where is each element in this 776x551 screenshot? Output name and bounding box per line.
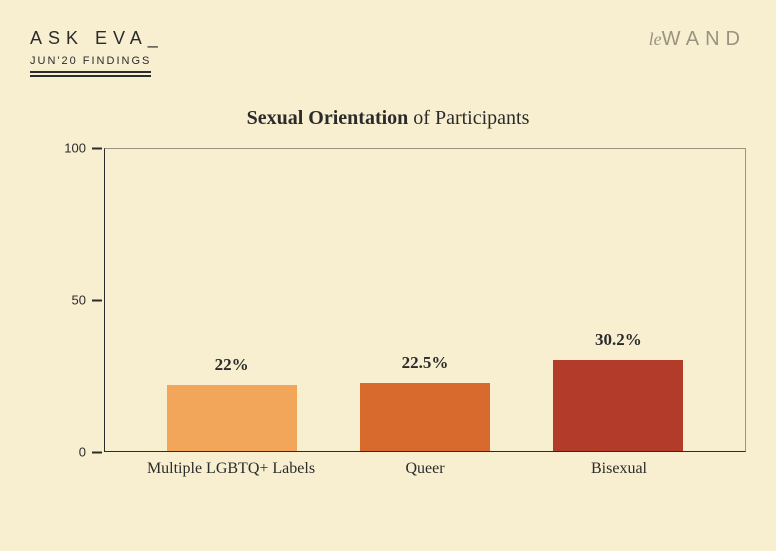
x-axis-label: Multiple LGBTQ+ Labels [134, 452, 328, 488]
brand-right-italic: le [649, 29, 662, 49]
y-tick: 100 [60, 141, 102, 156]
y-tick-mark [92, 451, 102, 453]
y-tick-label: 100 [60, 141, 86, 156]
bar-value-label: 30.2% [595, 330, 642, 350]
brand-right-wide: WAND [662, 28, 746, 50]
bars-container: 22% 22.5% 30.2% [105, 149, 745, 451]
brand-right: leWAND [649, 28, 746, 51]
x-axis-label: Queer [328, 452, 522, 488]
bar [167, 385, 297, 451]
y-tick: 50 [60, 293, 102, 308]
chart-title: Sexual Orientation of Participants [30, 107, 746, 130]
bar-column: 22.5% [328, 149, 521, 451]
brand-left: ASK EVA_ JUN'20 FINDINGS [30, 28, 164, 73]
plot-area: 22% 22.5% 30.2% [104, 148, 746, 452]
header-subtitle: JUN'20 FINDINGS [30, 55, 151, 73]
bar-value-label: 22% [215, 355, 249, 375]
brand-title: ASK EVA [30, 28, 148, 48]
bar [360, 383, 490, 451]
y-tick: 0 [60, 445, 102, 460]
bar-value-label: 22.5% [402, 353, 449, 373]
header: ASK EVA_ JUN'20 FINDINGS leWAND [30, 28, 746, 73]
y-tick-label: 0 [60, 445, 86, 460]
brand-cursor: _ [148, 28, 164, 49]
chart-area: 050100 22%22.5%30.2% Multiple LGBTQ+ Lab… [60, 148, 746, 488]
y-tick-label: 50 [60, 293, 86, 308]
y-tick-mark [92, 147, 102, 149]
bar [553, 360, 683, 451]
chart: Sexual Orientation of Participants 0 50 10… [30, 107, 746, 488]
brand-title-line: ASK EVA_ [30, 28, 164, 49]
chart-title-bold: Sexual Orientation [247, 107, 409, 129]
chart-title-rest: of Participants [408, 107, 529, 129]
bar-column: 30.2% [522, 149, 715, 451]
x-axis-labels: Multiple LGBTQ+ LabelsQueerBisexual [104, 452, 746, 488]
bar-column: 22% [135, 149, 328, 451]
y-tick-mark [92, 299, 102, 301]
x-axis-label: Bisexual [522, 452, 716, 488]
